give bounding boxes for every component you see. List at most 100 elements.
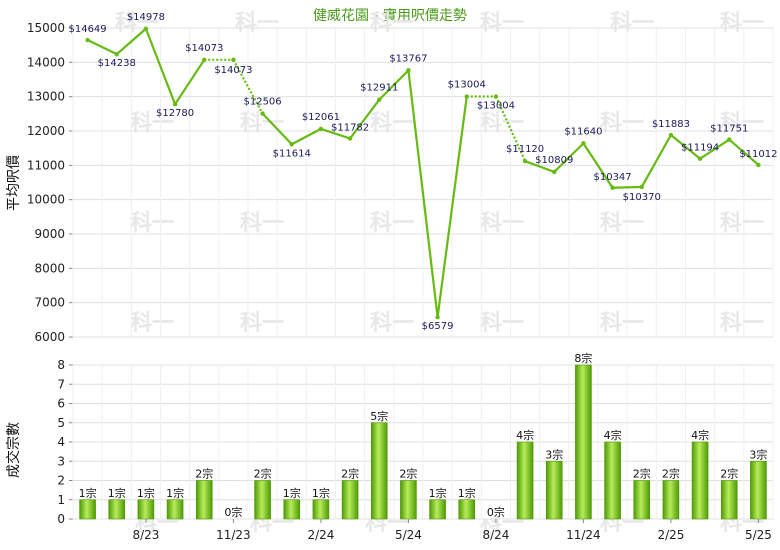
watermark: 科一 [370, 11, 414, 36]
price-tick-label: 9000 [34, 227, 65, 241]
price-point [406, 68, 411, 73]
x-tick-label: 11/23 [216, 528, 251, 542]
x-tick-label: 8/23 [132, 528, 159, 542]
price-line-segment [640, 134, 672, 188]
price-data-label: $6579 [422, 321, 454, 332]
volume-tick-label: 6 [57, 397, 65, 411]
volume-bar-label: 0宗 [224, 505, 242, 519]
price-tick-label: 7000 [34, 296, 65, 310]
x-tick-label: 8/24 [482, 528, 509, 542]
price-line-segment [728, 138, 760, 166]
volume-tick-label: 8 [57, 358, 65, 372]
chart-title: 健威花園 - 實用呎價走勢 [313, 7, 467, 24]
volume-bar [662, 480, 680, 520]
volume-bar [575, 364, 592, 520]
price-point [143, 26, 149, 31]
price-tick-label: 10000 [27, 193, 65, 207]
x-tick-label: 5/25 [745, 528, 772, 542]
volume-bar [516, 441, 534, 520]
volume-tick-label: 2 [57, 474, 65, 488]
price-point [493, 94, 499, 99]
volume-plot: 0 1 2 3 4 5 6 7 8 1宗 1宗 1宗 1宗 2宗 0宗 2宗 1宗 1宗 2宗 5宗 2宗 1宗 1宗 0宗 4… [57, 351, 774, 542]
price-tick-label: 15000 [27, 21, 65, 35]
price-point [464, 94, 469, 99]
price-point [202, 57, 207, 63]
price-line-segment [407, 70, 439, 318]
price-line-segment [320, 127, 351, 140]
watermark: 科一 [370, 111, 414, 136]
watermark: 科一 [610, 11, 654, 36]
volume-bar [400, 480, 417, 520]
price-point [552, 169, 557, 175]
volume-bar [79, 499, 96, 520]
price-tick-label: 13000 [27, 90, 65, 104]
price-point [172, 102, 178, 107]
price-data-label: $14073 [214, 65, 252, 76]
price-line-segment [524, 160, 555, 173]
price-point [727, 137, 732, 142]
price-point [260, 111, 265, 116]
price-data-label: $11614 [273, 148, 311, 159]
price-line-segment [291, 127, 322, 146]
watermark: 科一 [370, 211, 414, 236]
price-line-segment [378, 69, 410, 101]
volume-bar-label: 4宗 [691, 428, 709, 442]
price-tick-label: 14000 [27, 55, 65, 69]
price-point [668, 132, 674, 138]
volume-bar [254, 480, 271, 520]
volume-tick-label: 1 [57, 493, 65, 507]
watermark: 科一 [130, 211, 174, 236]
price-data-label: $10370 [623, 192, 661, 203]
volume-bar-label: 1宗 [312, 486, 330, 500]
price-point [114, 51, 119, 57]
volume-bar-label: 8宗 [574, 351, 592, 365]
watermark: 科一 [130, 311, 174, 336]
volume-bar-label: 1宗 [108, 486, 126, 500]
volume-bar [458, 499, 476, 520]
price-data-label: $14238 [98, 58, 136, 69]
volume-bar-label: 5宗 [370, 409, 388, 423]
watermark: 科一 [235, 11, 279, 36]
volume-bar-label: 2宗 [662, 467, 680, 481]
price-data-label: $13004 [448, 80, 486, 91]
price-data-label: $12061 [302, 112, 340, 123]
watermark: 科一 [720, 111, 764, 136]
price-line-segment [612, 185, 642, 189]
volume-bar [750, 460, 767, 520]
price-line-segment [87, 39, 118, 56]
price-line-segment [144, 28, 177, 105]
watermark: 科一 [600, 111, 644, 136]
price-point [435, 314, 440, 320]
watermark: 科一 [720, 211, 764, 236]
price-line-segment [553, 142, 585, 173]
watermark: 科一 [480, 111, 524, 136]
volume-bar [720, 480, 738, 520]
volume-bar-label: 2宗 [633, 467, 651, 481]
price-data-label: $10809 [535, 155, 573, 166]
price-line-segment [349, 99, 381, 140]
x-tick-label: 2/25 [657, 528, 684, 542]
price-point [289, 142, 294, 147]
watermark: 科一 [480, 211, 524, 236]
volume-tick-label: 7 [57, 377, 65, 391]
volume-bar [545, 460, 563, 520]
volume-bar-label: 2宗 [341, 467, 359, 481]
price-data-label: $14073 [185, 43, 223, 54]
volume-bar-label: 1宗 [166, 486, 184, 500]
volume-bar-label: 1宗 [458, 486, 476, 500]
volume-bar-label: 2宗 [254, 467, 272, 481]
price-line-segment [582, 142, 614, 189]
watermark: 科一 [600, 211, 644, 236]
price-data-label: $11782 [331, 122, 369, 133]
watermark: 科一 [115, 11, 159, 36]
price-data-label: $12911 [360, 83, 398, 94]
volume-axis-title: 成交宗數 [5, 422, 22, 478]
price-point [347, 136, 353, 141]
price-data-label: $13767 [389, 53, 427, 64]
volume-bar [691, 441, 709, 520]
price-tick-label: 11000 [27, 158, 65, 172]
price-point [318, 126, 324, 132]
volume-bar [283, 499, 301, 520]
volume-tick-label: 5 [57, 416, 65, 430]
